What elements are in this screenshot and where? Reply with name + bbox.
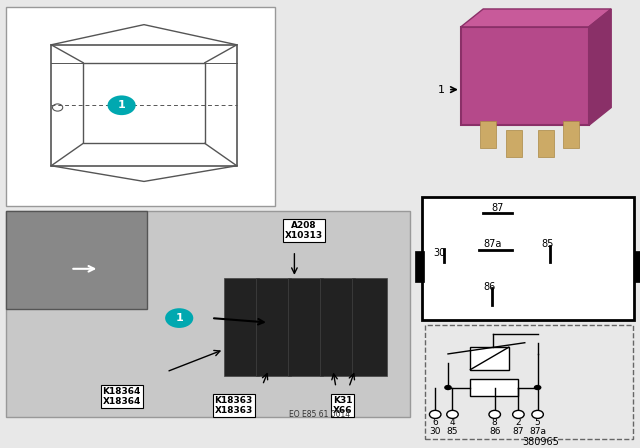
- Bar: [415, 251, 424, 282]
- Text: 5: 5: [535, 418, 540, 427]
- Bar: [224, 278, 259, 376]
- Text: 380965: 380965: [522, 437, 559, 447]
- Bar: [461, 27, 589, 125]
- Text: 1: 1: [438, 85, 445, 95]
- Circle shape: [532, 410, 543, 418]
- Bar: [506, 130, 522, 157]
- Bar: [288, 278, 323, 376]
- Bar: [256, 278, 291, 376]
- Text: 87a: 87a: [529, 427, 546, 436]
- Circle shape: [489, 410, 500, 418]
- Text: 85: 85: [541, 239, 554, 249]
- Text: 86: 86: [489, 427, 500, 436]
- Bar: [563, 121, 579, 148]
- Bar: [634, 251, 640, 282]
- Text: 4: 4: [450, 418, 455, 427]
- Text: 86: 86: [483, 282, 496, 292]
- Bar: [538, 130, 554, 157]
- Bar: [480, 121, 496, 148]
- Text: 30: 30: [433, 248, 445, 258]
- Text: K18363
X18363: K18363 X18363: [214, 396, 253, 415]
- Text: K18364
X18364: K18364 X18364: [102, 387, 141, 406]
- Text: 2: 2: [516, 418, 521, 427]
- Text: K31
X66: K31 X66: [333, 396, 352, 415]
- Text: EO E85 61 0014: EO E85 61 0014: [289, 410, 351, 419]
- Text: A208
X10313: A208 X10313: [285, 221, 323, 241]
- Bar: [470, 379, 518, 396]
- Circle shape: [444, 385, 452, 390]
- Circle shape: [108, 95, 136, 115]
- Text: 87a: 87a: [484, 239, 502, 249]
- Text: 30: 30: [429, 427, 441, 436]
- Polygon shape: [461, 9, 611, 27]
- Text: 87: 87: [492, 203, 504, 213]
- Bar: [6, 211, 147, 309]
- Text: 6: 6: [433, 418, 438, 427]
- Circle shape: [513, 410, 524, 418]
- Bar: [422, 4, 634, 193]
- Text: 1: 1: [118, 100, 125, 110]
- Bar: [425, 325, 633, 439]
- Bar: [352, 278, 387, 376]
- Circle shape: [534, 385, 541, 390]
- Circle shape: [447, 410, 458, 418]
- Text: 87: 87: [513, 427, 524, 436]
- Circle shape: [429, 410, 441, 418]
- Text: 1: 1: [175, 313, 183, 323]
- Text: 8: 8: [492, 418, 497, 427]
- Bar: [6, 211, 410, 417]
- Bar: [320, 278, 355, 376]
- Circle shape: [165, 308, 193, 328]
- Bar: [6, 7, 275, 206]
- Polygon shape: [589, 9, 611, 125]
- Text: 85: 85: [447, 427, 458, 436]
- Bar: [470, 347, 509, 370]
- Bar: [422, 197, 634, 320]
